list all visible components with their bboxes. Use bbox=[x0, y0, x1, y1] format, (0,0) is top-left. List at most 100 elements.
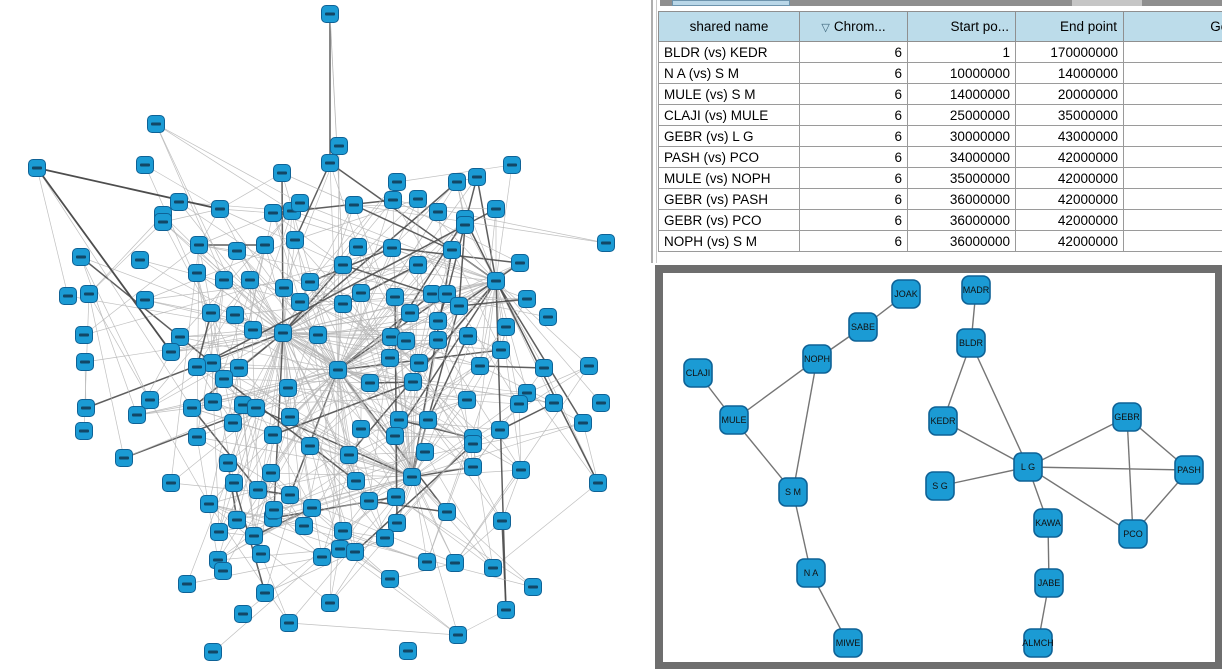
graph-node[interactable] bbox=[386, 288, 404, 306]
column-header-2[interactable]: Start po... bbox=[907, 11, 1016, 42]
table-cell[interactable]: 11.4 bbox=[1123, 146, 1222, 168]
graph-node[interactable] bbox=[464, 458, 482, 476]
graph-node[interactable] bbox=[321, 154, 339, 172]
table-cell[interactable]: N A (vs) S M bbox=[658, 62, 800, 84]
graph-node[interactable] bbox=[188, 264, 206, 282]
column-header-3[interactable]: End point bbox=[1015, 11, 1124, 42]
graph-node[interactable] bbox=[384, 191, 402, 209]
table-cell[interactable]: 9.9 bbox=[1123, 230, 1222, 252]
graph-node[interactable] bbox=[115, 449, 133, 467]
graph-node[interactable] bbox=[387, 488, 405, 506]
graph-node[interactable] bbox=[273, 164, 291, 182]
graph-node[interactable] bbox=[226, 306, 244, 324]
graph-node[interactable] bbox=[458, 391, 476, 409]
graph-node[interactable] bbox=[309, 326, 327, 344]
table-cell[interactable]: 6 bbox=[799, 62, 908, 84]
graph-node[interactable] bbox=[419, 411, 437, 429]
table-cell[interactable]: 6 bbox=[799, 188, 908, 210]
table-cell[interactable]: 36000000 bbox=[907, 230, 1016, 252]
table-row[interactable]: CLAJI (vs) MULE625000000350000005.9 bbox=[658, 104, 1222, 126]
graph-node[interactable] bbox=[203, 354, 221, 372]
graph-node[interactable] bbox=[219, 454, 237, 472]
table-cell[interactable]: 6 bbox=[799, 125, 908, 147]
graph-node-pash[interactable]: PASH bbox=[1174, 455, 1204, 485]
graph-node[interactable] bbox=[464, 435, 482, 453]
graph-node[interactable] bbox=[136, 156, 154, 174]
table-scrollbar[interactable] bbox=[660, 0, 1222, 6]
graph-node[interactable] bbox=[347, 472, 365, 490]
graph-node[interactable] bbox=[183, 399, 201, 417]
table-cell[interactable]: 10.5 bbox=[1123, 167, 1222, 189]
table-cell[interactable]: GEBR (vs) L G bbox=[658, 125, 800, 147]
graph-node[interactable] bbox=[228, 511, 246, 529]
graph-node[interactable] bbox=[484, 559, 502, 577]
table-cell[interactable]: 6.6 bbox=[1123, 62, 1222, 84]
table-cell[interactable]: 8.4 bbox=[1123, 209, 1222, 231]
table-cell[interactable]: 36000000 bbox=[907, 209, 1016, 231]
graph-node[interactable] bbox=[446, 554, 464, 572]
graph-node[interactable] bbox=[262, 464, 280, 482]
graph-node-madr[interactable]: MADR bbox=[961, 275, 991, 305]
scrollbar-thumb[interactable] bbox=[672, 0, 790, 6]
graph-node[interactable] bbox=[592, 394, 610, 412]
graph-node-joak[interactable]: JOAK bbox=[891, 279, 921, 309]
table-cell[interactable]: 14000000 bbox=[907, 83, 1016, 105]
graph-node[interactable] bbox=[539, 308, 557, 326]
graph-node[interactable] bbox=[449, 626, 467, 644]
table-row[interactable]: MULE (vs) S M614000000200000007.5 bbox=[658, 83, 1222, 105]
table-cell[interactable]: CLAJI (vs) MULE bbox=[658, 104, 800, 126]
graph-node[interactable] bbox=[75, 326, 93, 344]
table-cell[interactable]: 10000000 bbox=[907, 62, 1016, 84]
graph-node-lg[interactable]: L G bbox=[1013, 452, 1043, 482]
graph-node[interactable] bbox=[301, 273, 319, 291]
graph-node-jabe[interactable]: JABE bbox=[1034, 568, 1064, 598]
graph-node[interactable] bbox=[352, 284, 370, 302]
filter-funnel-icon[interactable]: ▽ bbox=[821, 22, 830, 34]
graph-node[interactable] bbox=[228, 242, 246, 260]
graph-node[interactable] bbox=[225, 474, 243, 492]
graph-node[interactable] bbox=[511, 254, 529, 272]
graph-node[interactable] bbox=[471, 357, 489, 375]
graph-node[interactable] bbox=[171, 328, 189, 346]
graph-node[interactable] bbox=[170, 193, 188, 211]
table-cell[interactable]: 42000000 bbox=[1015, 146, 1124, 168]
graph-node[interactable] bbox=[443, 241, 461, 259]
graph-node[interactable] bbox=[215, 271, 233, 289]
graph-node[interactable] bbox=[274, 324, 292, 342]
column-header-4[interactable]: Genetic... bbox=[1123, 11, 1222, 42]
graph-node[interactable] bbox=[410, 354, 428, 372]
graph-node[interactable] bbox=[75, 422, 93, 440]
detail-network-canvas[interactable]: JOAK SABE NOPH CLAJI MULE S M N A MIWE MADR BLDR K… bbox=[663, 273, 1215, 662]
graph-node[interactable] bbox=[264, 204, 282, 222]
graph-node-gebr[interactable]: GEBR bbox=[1112, 402, 1142, 432]
graph-node-na[interactable]: N A bbox=[796, 558, 826, 588]
graph-node[interactable] bbox=[210, 523, 228, 541]
main-network-canvas[interactable] bbox=[0, 0, 660, 669]
graph-node[interactable] bbox=[28, 159, 46, 177]
graph-node[interactable] bbox=[178, 575, 196, 593]
graph-node[interactable] bbox=[418, 553, 436, 571]
graph-node[interactable] bbox=[383, 239, 401, 257]
graph-node[interactable] bbox=[59, 287, 77, 305]
table-cell[interactable]: 14000000 bbox=[1015, 62, 1124, 84]
detail-network-view[interactable]: JOAK SABE NOPH CLAJI MULE S M N A MIWE MADR BLDR K… bbox=[655, 265, 1222, 669]
graph-node[interactable] bbox=[224, 414, 242, 432]
graph-node[interactable] bbox=[580, 357, 598, 375]
graph-node[interactable] bbox=[162, 474, 180, 492]
table-cell[interactable]: 5.9 bbox=[1123, 104, 1222, 126]
table-cell[interactable]: 42000000 bbox=[1015, 167, 1124, 189]
graph-node[interactable] bbox=[468, 168, 486, 186]
graph-node[interactable] bbox=[141, 391, 159, 409]
column-header-1[interactable]: ▽ Chrom... bbox=[799, 11, 908, 42]
table-cell[interactable]: 170000000 bbox=[1015, 41, 1124, 63]
graph-node[interactable] bbox=[352, 420, 370, 438]
table-cell[interactable]: 6 bbox=[799, 230, 908, 252]
graph-node[interactable] bbox=[188, 358, 206, 376]
graph-node[interactable] bbox=[188, 428, 206, 446]
table-cell[interactable]: 7.5 bbox=[1123, 83, 1222, 105]
table-row[interactable]: BLDR (vs) KEDR61170000000192.0 bbox=[658, 41, 1222, 63]
graph-node[interactable] bbox=[401, 304, 419, 322]
graph-node-mule[interactable]: MULE bbox=[719, 405, 749, 435]
graph-node[interactable] bbox=[330, 137, 348, 155]
graph-node[interactable] bbox=[487, 200, 505, 218]
